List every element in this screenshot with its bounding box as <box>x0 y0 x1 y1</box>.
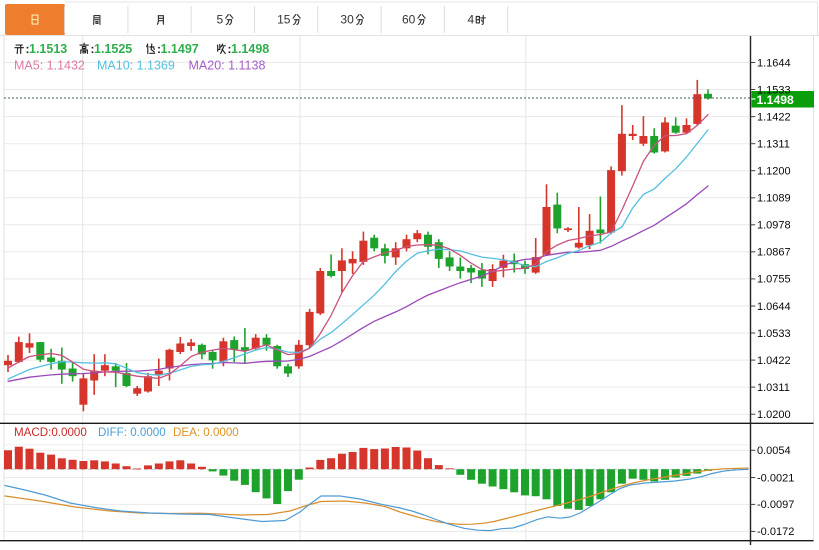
svg-text:-0.0097: -0.0097 <box>757 499 794 511</box>
svg-text:1.1498: 1.1498 <box>757 93 794 107</box>
svg-text:1.0867: 1.0867 <box>757 247 791 259</box>
svg-text:1.1422: 1.1422 <box>757 111 791 123</box>
svg-text:DIFF: 0.0000: DIFF: 0.0000 <box>98 426 166 439</box>
svg-text:5: 5 <box>216 13 223 27</box>
svg-text:1.1498: 1.1498 <box>231 42 269 56</box>
svg-text:-0.0172: -0.0172 <box>757 526 794 538</box>
svg-text:MA10: 1.1369: MA10: 1.1369 <box>97 59 175 73</box>
svg-text:-0.0021: -0.0021 <box>757 472 794 484</box>
svg-text:1.0422: 1.0422 <box>757 355 791 367</box>
svg-text::: : <box>26 42 30 56</box>
svg-text:0.0054: 0.0054 <box>757 445 791 457</box>
svg-text:1.1311: 1.1311 <box>757 139 790 151</box>
svg-text::: : <box>91 42 95 56</box>
svg-text:1.1200: 1.1200 <box>757 166 791 178</box>
svg-text:4: 4 <box>467 13 474 27</box>
svg-text:1.1644: 1.1644 <box>757 57 791 69</box>
svg-text:1.1525: 1.1525 <box>94 42 132 56</box>
svg-text::: : <box>157 42 161 56</box>
svg-text:MACD:0.0000: MACD:0.0000 <box>14 426 87 439</box>
svg-text:1.0644: 1.0644 <box>757 301 791 313</box>
svg-text:1.0978: 1.0978 <box>757 220 791 232</box>
svg-text:DEA: 0.0000: DEA: 0.0000 <box>173 426 239 439</box>
svg-text:60: 60 <box>402 13 416 27</box>
svg-text:MA5: 1.1432: MA5: 1.1432 <box>14 59 85 73</box>
svg-text:30: 30 <box>340 13 354 27</box>
svg-text:1.0200: 1.0200 <box>757 409 791 421</box>
svg-text:1.1497: 1.1497 <box>161 42 199 56</box>
svg-text:MA20: 1.1138: MA20: 1.1138 <box>189 59 266 73</box>
svg-text::: : <box>228 42 232 56</box>
svg-text:1.0311: 1.0311 <box>757 382 790 394</box>
svg-text:1.1089: 1.1089 <box>757 193 791 205</box>
svg-text:1.0533: 1.0533 <box>757 328 791 340</box>
svg-text:1.1513: 1.1513 <box>29 42 67 56</box>
svg-text:15: 15 <box>277 13 291 27</box>
svg-text:1.0755: 1.0755 <box>757 274 791 286</box>
svg-text:1.1533: 1.1533 <box>757 84 791 96</box>
